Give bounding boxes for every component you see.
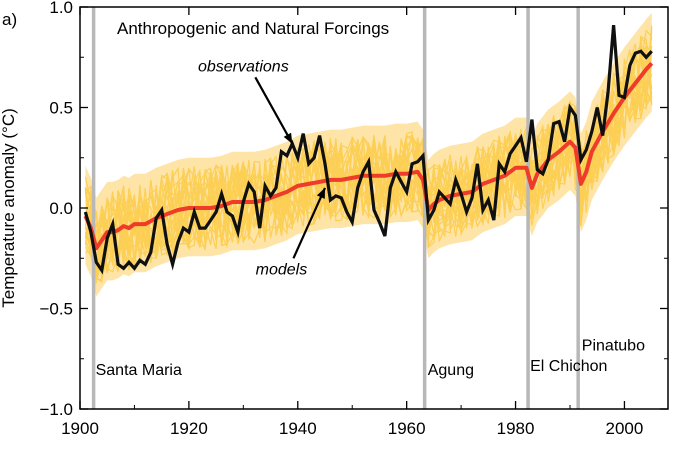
panel-label: a): [2, 10, 17, 29]
y-tick-label: 0.5: [49, 99, 73, 118]
annotations: a) Anthropogenic and Natural Forcings Te…: [0, 10, 645, 379]
arrow-head-icon: [283, 132, 293, 144]
annotation-arrow: [292, 187, 327, 259]
eruption-label: Agung: [428, 362, 474, 379]
annotation-arrow: [254, 76, 294, 145]
chart-title: Anthropogenic and Natural Forcings: [117, 19, 389, 38]
observations-layer: [83, 24, 653, 275]
eruption-label: Pinatubo: [582, 338, 645, 355]
y-tick-label: 1.0: [49, 0, 73, 17]
annotation-label: models: [256, 261, 308, 278]
eruption-label: Santa Maria: [96, 362, 182, 379]
x-tick-label: 1940: [279, 419, 317, 438]
model-run-line: [84, 58, 653, 270]
x-tick-label: 1980: [497, 419, 535, 438]
model-run-line: [84, 61, 652, 257]
x-tick-label: 1920: [170, 419, 208, 438]
eruption-lines: [91, 7, 580, 409]
models-mean-line: [83, 61, 654, 251]
axes: 1900 1920 1940 1960 1980 2000 −1.0 −0.5 0.0 0.5 1.…: [39, 0, 668, 438]
x-tick-label: 1960: [388, 419, 426, 438]
model-mean-layer: [83, 61, 654, 251]
annotation-label: observations: [198, 58, 289, 75]
y-tick-label: 0.0: [49, 199, 73, 218]
observations-line: [83, 24, 653, 275]
arrow-head-icon: [316, 187, 325, 199]
x-tick-label: 1900: [61, 419, 99, 438]
model-run-line: [84, 43, 653, 262]
y-axis-title: Temperature anomaly (°C): [0, 108, 18, 308]
y-tick-label: −1.0: [39, 400, 73, 419]
y-tick-label: −0.5: [39, 300, 73, 319]
eruption-label: El Chichon: [530, 358, 607, 375]
x-tick-label: 2000: [606, 419, 644, 438]
